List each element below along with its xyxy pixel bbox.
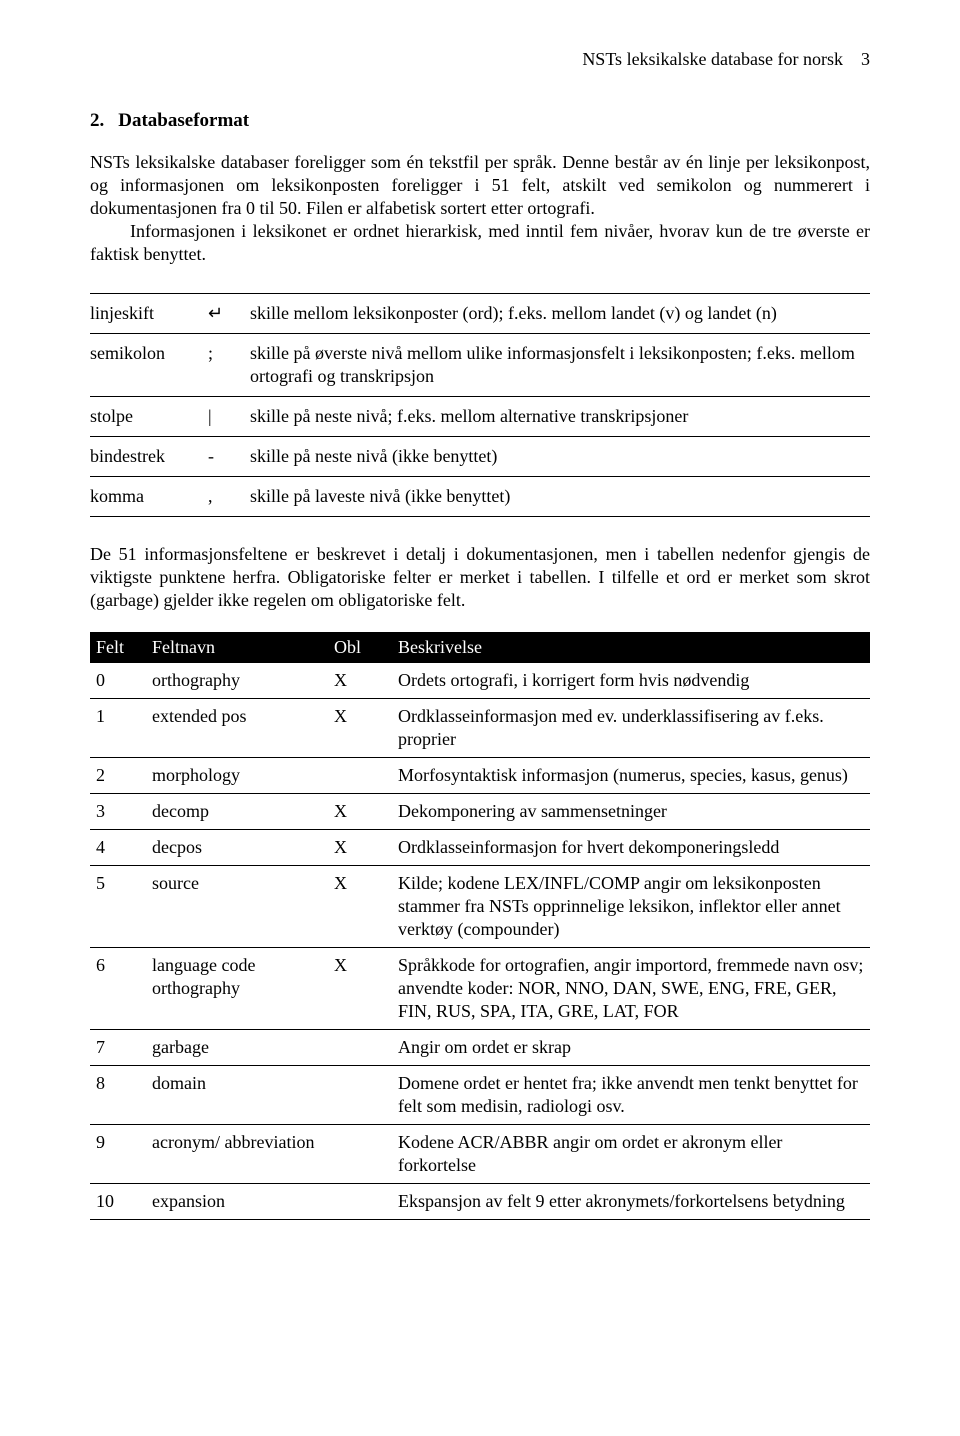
felt-desc: Ordklasseinformasjon for hvert dekompone… [392,829,870,865]
table-row: semikolon ; skille på øverste nivå mello… [90,333,870,396]
sep-name: bindestrek [90,436,208,476]
sep-desc: skille på neste nivå (ikke benyttet) [250,436,870,476]
felt-name: source [146,866,328,948]
felt-desc: Ekspansjon av felt 9 etter akronymets/fo… [392,1184,870,1220]
felt-obl: X [328,663,392,699]
felt-n: 8 [90,1066,146,1125]
header-page: 3 [861,49,870,69]
felt-name: acronym/ abbreviation [146,1125,328,1184]
table-row: komma , skille på laveste nivå (ikke ben… [90,476,870,516]
felt-desc: Kodene ACR/ABBR angir om ordet er akrony… [392,1125,870,1184]
felt-name: garbage [146,1030,328,1066]
felt-n: 4 [90,829,146,865]
felt-desc: Språkkode for ortografien, angir importo… [392,948,870,1030]
separator-table: linjeskift ↵ skille mellom leksikonposte… [90,293,870,517]
page-root: NSTs leksikalske database for norsk 3 2.… [0,0,960,1280]
felt-n: 3 [90,793,146,829]
sep-name: semikolon [90,333,208,396]
felt-desc: Ordklasseinformasjon med ev. underklassi… [392,698,870,757]
table-row: 10 expansion Ekspansjon av felt 9 etter … [90,1184,870,1220]
felt-obl: X [328,829,392,865]
felt-name: domain [146,1066,328,1125]
felt-n: 1 [90,698,146,757]
felt-n: 6 [90,948,146,1030]
felt-name: morphology [146,757,328,793]
felt-obl [328,1066,392,1125]
felt-desc: Angir om ordet er skrap [392,1030,870,1066]
felt-h2: Feltnavn [146,632,328,663]
felt-n: 5 [90,866,146,948]
sep-symbol: , [208,476,250,516]
felt-obl [328,1125,392,1184]
felt-header-row: Felt Feltnavn Obl Beskrivelse [90,632,870,663]
felt-n: 0 [90,663,146,699]
felt-obl: X [328,948,392,1030]
paragraph-2: Informasjonen i leksikonet er ordnet hie… [90,220,870,266]
sep-name: stolpe [90,396,208,436]
felt-table: Felt Feltnavn Obl Beskrivelse 0 orthogra… [90,632,870,1221]
table-row: 1 extended pos X Ordklasseinformasjon me… [90,698,870,757]
felt-h4: Beskrivelse [392,632,870,663]
sep-symbol: | [208,396,250,436]
table-row: 8 domain Domene ordet er hentet fra; ikk… [90,1066,870,1125]
felt-desc: Ordets ortografi, i korrigert form hvis … [392,663,870,699]
table-row: 3 decomp X Dekomponering av sammensetnin… [90,793,870,829]
section-name: Databaseformat [118,110,249,131]
felt-obl: X [328,698,392,757]
table-row: 4 decpos X Ordklasseinformasjon for hver… [90,829,870,865]
felt-name: orthography [146,663,328,699]
sep-symbol: ↵ [208,293,250,333]
sep-name: komma [90,476,208,516]
table-row: 6 language code orthography X Språkkode … [90,948,870,1030]
felt-h3: Obl [328,632,392,663]
table-row: stolpe | skille på neste nivå; f.eks. me… [90,396,870,436]
sep-desc: skille på øverste nivå mellom ulike info… [250,333,870,396]
sep-desc: skille på neste nivå; f.eks. mellom alte… [250,396,870,436]
felt-name: extended pos [146,698,328,757]
felt-name: decpos [146,829,328,865]
felt-name: expansion [146,1184,328,1220]
felt-n: 7 [90,1030,146,1066]
sep-symbol: - [208,436,250,476]
paragraph-1: NSTs leksikalske databaser foreligger so… [90,151,870,220]
felt-n: 2 [90,757,146,793]
sep-name: linjeskift [90,293,208,333]
sep-symbol: ; [208,333,250,396]
felt-obl: X [328,866,392,948]
felt-obl [328,1030,392,1066]
felt-name: language code orthography [146,948,328,1030]
felt-obl: X [328,793,392,829]
felt-name: decomp [146,793,328,829]
table-row: 9 acronym/ abbreviation Kodene ACR/ABBR … [90,1125,870,1184]
felt-desc: Domene ordet er hentet fra; ikke anvendt… [392,1066,870,1125]
felt-obl [328,757,392,793]
felt-desc: Morfosyntaktisk informasjon (numerus, sp… [392,757,870,793]
sep-desc: skille mellom leksikonposter (ord); f.ek… [250,293,870,333]
table-row: 2 morphology Morfosyntaktisk informasjon… [90,757,870,793]
felt-desc: Kilde; kodene LEX/INFL/COMP angir om lek… [392,866,870,948]
felt-obl [328,1184,392,1220]
running-header: NSTs leksikalske database for norsk 3 [90,48,870,71]
table-row: 5 source X Kilde; kodene LEX/INFL/COMP a… [90,866,870,948]
felt-n: 10 [90,1184,146,1220]
table-row: 7 garbage Angir om ordet er skrap [90,1030,870,1066]
section-title: 2. Databaseformat [90,109,870,133]
felt-desc: Dekomponering av sammensetninger [392,793,870,829]
header-title: NSTs leksikalske database for norsk [582,49,843,69]
paragraph-3: De 51 informasjonsfeltene er beskrevet i… [90,543,870,612]
table-row: 0 orthography X Ordets ortografi, i korr… [90,663,870,699]
felt-n: 9 [90,1125,146,1184]
sep-desc: skille på laveste nivå (ikke benyttet) [250,476,870,516]
felt-h1: Felt [90,632,146,663]
table-row: bindestrek - skille på neste nivå (ikke … [90,436,870,476]
table-row: linjeskift ↵ skille mellom leksikonposte… [90,293,870,333]
section-number: 2. [90,110,104,131]
